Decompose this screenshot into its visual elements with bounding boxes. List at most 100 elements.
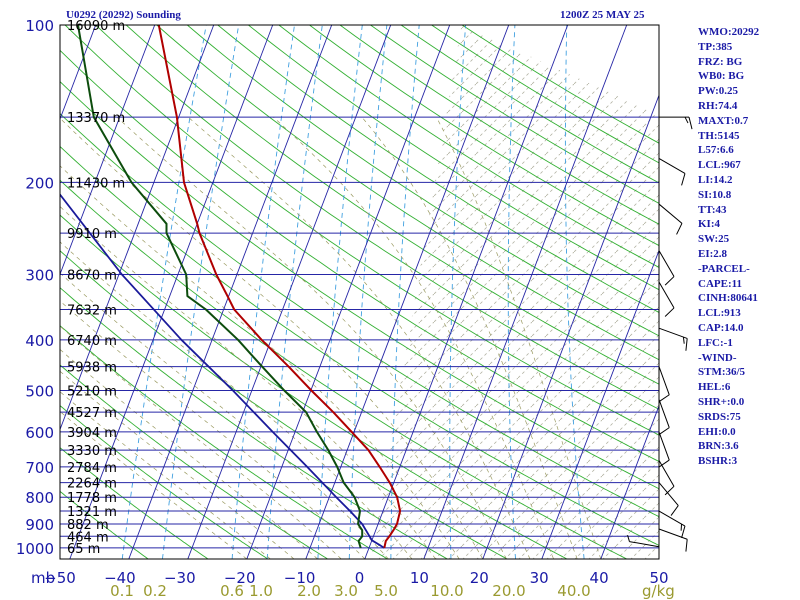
mixing-ratio-line [564,25,585,559]
wind-barb-flag [685,338,688,351]
index-value: CINH:80641 [698,292,758,305]
dry-adiabat-line [248,25,659,291]
dry-adiabat-line [309,25,659,247]
isobars [60,25,659,549]
height-label: 2264 m [67,477,117,492]
wind-barb-staff [658,528,688,540]
mixing-ratio-line [449,25,467,559]
wind-barb [658,399,670,435]
index-value: STM:36/5 [698,366,746,379]
mixing-ratio-line [507,25,516,559]
temperature-tick-label: −10 [284,569,316,587]
wind-barb [658,431,670,468]
index-value: LFC:-1 [698,336,733,349]
wind-barb-flag [676,223,683,235]
isotherm-line [60,25,215,431]
height-label: 9910 m [67,227,117,242]
mixing-ratio-line [231,25,295,559]
wind-barb-flag [670,505,679,516]
mixing-ratio-label: 0.6 [220,582,244,600]
pressure-label: 700 [25,459,54,477]
temperature-tick-label: 50 [649,569,668,587]
temperature-tick-label: 30 [530,569,549,587]
dry-adiabat-line [95,25,659,410]
index-value: TT:43 [698,203,727,216]
dry-adiabat-line [64,25,659,436]
index-value: MAXT:0.7 [698,114,749,127]
isotherm-line [600,404,659,559]
indices-panel: WMO:20292 TP:385 FRZ: BG WB0: BG PW:0.25 RH:7… [698,25,759,469]
dry-adiabat-line [60,179,628,559]
wind-barb-flag [627,534,630,542]
mixing-ratio-label: 20.0 [492,582,525,600]
wind-barb [658,327,688,351]
height-label: 16090 m [67,19,125,34]
wind-barb-staff [658,366,670,395]
temperature-tick-label: −40 [104,569,136,587]
pressure-label: 500 [25,383,54,401]
isotherms [60,25,659,559]
wind-barb-flag [681,525,686,539]
mixing-ratio-label: 40.0 [557,582,590,600]
index-value: BSHR:3 [698,455,738,468]
dry-adiabat-line [60,49,659,462]
index-value: TP:385 [698,40,733,53]
index-value: CAPE:11 [698,277,742,290]
index-value: KI:4 [698,218,720,231]
wind-barb-staff [658,158,686,174]
index-value: HEL:6 [698,381,731,394]
mixing-ratio-label: 10.0 [430,582,463,600]
wind-barb-staff [629,541,660,548]
isotherm-line [60,25,156,276]
height-label: 882 m [67,518,109,533]
pressure-label: 100 [25,17,54,35]
height-label: 11430 m [67,176,125,191]
wind-barb [658,528,688,552]
index-value: PW:0.25 [698,85,739,98]
wind-barb [658,281,675,317]
index-value: FRZ: BG [698,55,743,68]
wind-barb [658,510,686,539]
wind-barb-flag [658,394,670,403]
wind-barb-flag [664,485,675,496]
dry-adiabat-line [60,287,448,559]
dry-adiabat-line [60,113,659,518]
isotherm-line [364,25,569,559]
dry-adiabat-line [125,25,659,385]
wind-barb-flag [685,539,688,552]
mixing-ratio-label: 0.2 [143,582,167,600]
wind-barb [658,158,686,186]
mixing-ratio-line [390,25,420,559]
pressure-label: 200 [25,174,54,192]
temperature-trace [157,25,402,549]
wind-barb-flag [664,276,675,286]
wind-barb-flag [684,116,689,124]
wind-barbs [627,116,693,552]
wind-barb-staff [658,482,679,506]
mixing-ratio-label: 0.1 [110,582,134,600]
pressure-unit-label: mb [31,569,55,587]
height-label: 3330 m [67,444,117,459]
mixing-ratio-label: 2.0 [297,582,321,600]
pressure-label: 300 [25,266,54,284]
plot-border [59,24,660,560]
height-label: 1321 m [67,505,117,520]
wind-barb-flag [682,337,685,344]
mixing-ratio-line [266,25,323,559]
wind-barb [658,460,675,496]
index-value: SRDS:75 [698,410,741,423]
index-value: LI:14.2 [698,173,733,186]
height-label: 8670 m [67,268,117,283]
wind-barb-staff [658,281,675,309]
height-label: 3904 m [67,426,117,441]
index-value: WMO:20292 [698,26,760,38]
wind-barb-staff [658,510,686,527]
index-value: LCL:967 [698,159,741,172]
dry-adiabat-line [60,405,269,559]
isotherm-line [187,25,392,559]
mixing-ratio-line [348,25,388,559]
height-label: 4527 m [67,406,117,421]
index-value: TH:5145 [698,129,740,142]
